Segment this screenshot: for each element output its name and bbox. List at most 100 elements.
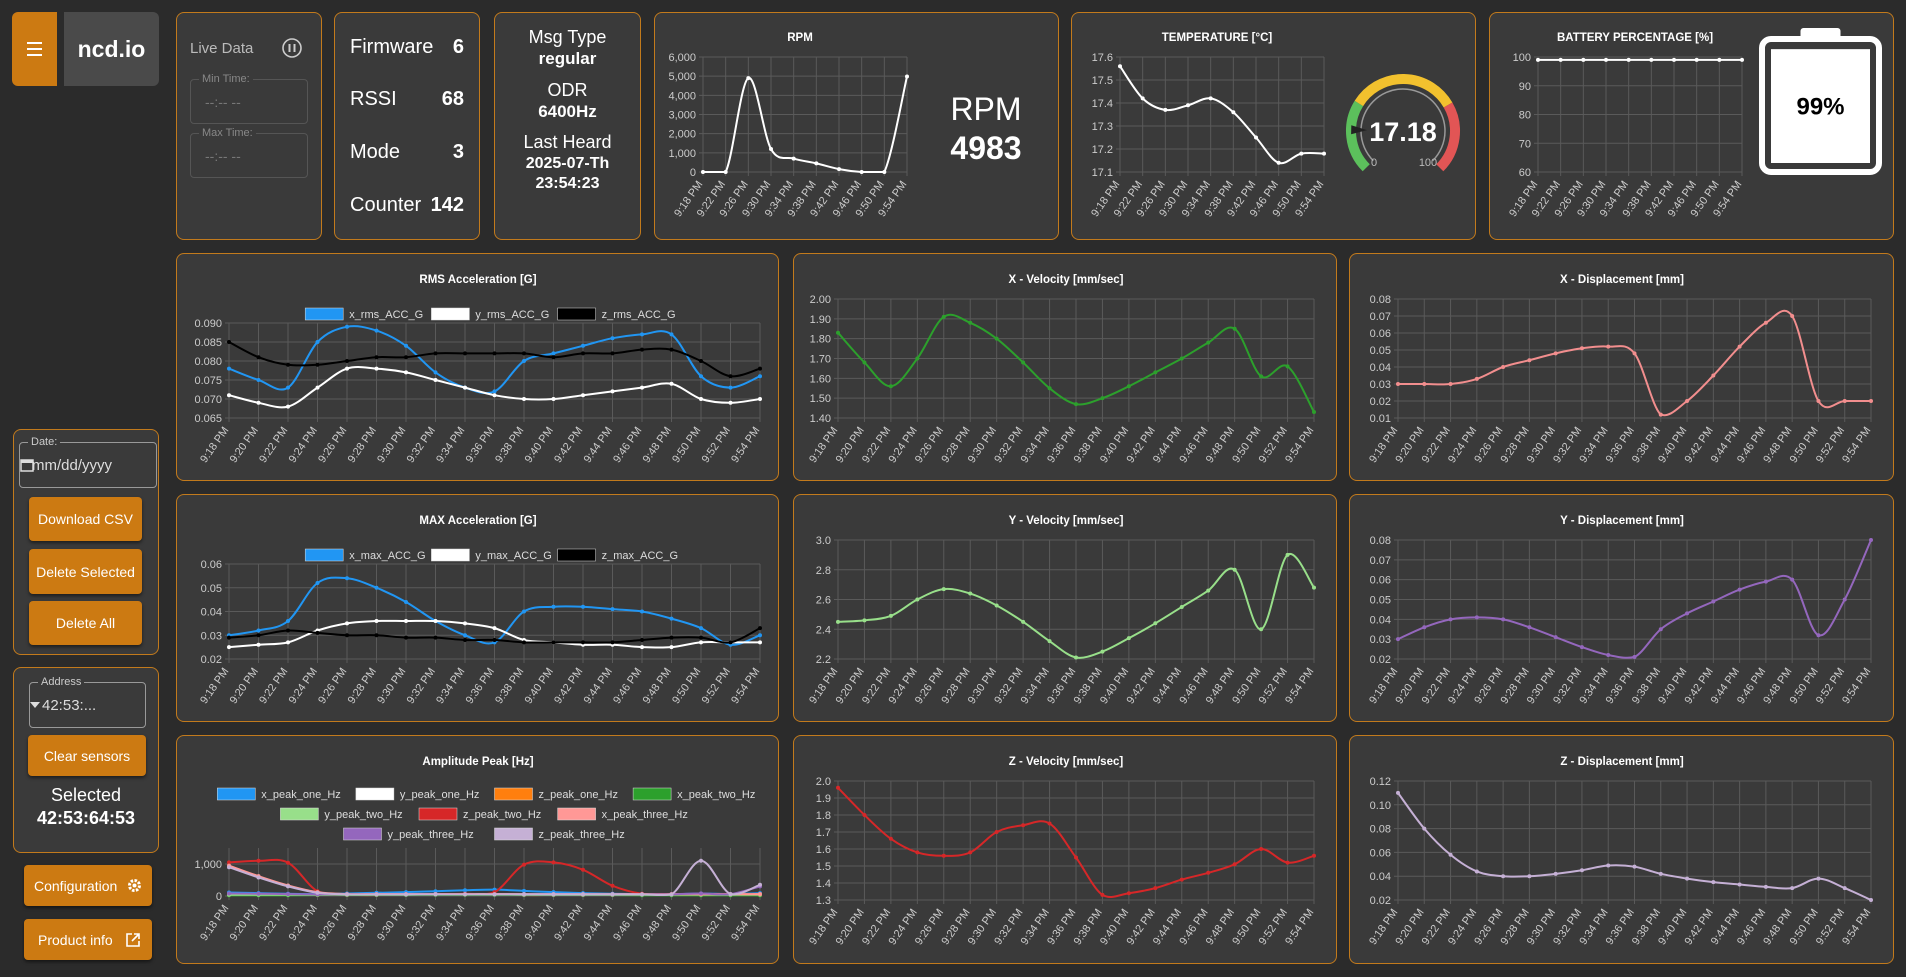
x-tick-label: 9:44 PM <box>582 903 615 943</box>
data-point <box>581 393 585 398</box>
pause-button[interactable] <box>281 37 303 59</box>
y-tick-label: 0.02 <box>1370 396 1391 408</box>
data-point <box>699 635 703 640</box>
y-tick-label: 2.00 <box>810 294 831 306</box>
data-point <box>374 328 379 333</box>
legend-label: y_peak_one_Hz <box>400 789 480 801</box>
x-tick-label: 9:46 PM <box>611 666 644 706</box>
configuration-button[interactable]: Configuration <box>24 865 152 906</box>
message-panel: Msg Type regular ODR 6400Hz Last Heard 2… <box>494 12 641 240</box>
y-tick-label: 0.12 <box>1370 776 1391 788</box>
x-tick-label: 9:48 PM <box>641 666 674 706</box>
data-point <box>1140 96 1145 101</box>
legend-label: z_peak_two_Hz <box>463 809 541 821</box>
data-point <box>1579 868 1584 873</box>
data-point <box>699 397 703 401</box>
chart-title: BATTERY PERCENTAGE [%] <box>1557 32 1713 44</box>
x-tick-label: 9:54 PM <box>729 425 762 465</box>
gauge-pointer <box>1351 125 1368 135</box>
dropdown-arrow <box>30 702 40 708</box>
data-point <box>1763 320 1768 325</box>
x-tick-label: 9:26 PM <box>316 903 349 943</box>
address-panel: Address 42:53:... Clear sensors Selected… <box>13 667 159 853</box>
data-point <box>1259 627 1264 632</box>
data-point <box>1206 870 1211 875</box>
chart-title: Z - Displacement [mm] <box>1560 756 1683 768</box>
clear-sensors-button[interactable]: Clear sensors <box>28 735 146 776</box>
x-tick-label: 9:50 PM <box>670 903 703 943</box>
y-tick-label: 1.40 <box>810 413 831 425</box>
data-point <box>836 330 840 335</box>
data-point <box>551 604 556 609</box>
date-input[interactable]: Date: mm/dd/yyyy <box>19 436 157 488</box>
legend-swatch <box>304 307 344 321</box>
y-tick-label: 1.3 <box>816 895 831 907</box>
legend-label: z_peak_one_Hz <box>539 789 619 801</box>
amplitude-panel: Amplitude Peak [Hz] 0 1,000 9:18 PM 9:20 PM 9… <box>176 735 779 964</box>
data-point <box>941 853 946 858</box>
delete-selected-button[interactable]: Delete Selected <box>29 549 142 594</box>
data-point <box>610 389 615 394</box>
min-time-input[interactable]: Min Time: --:-- -- <box>190 73 308 124</box>
y-tick-label: 5,000 <box>668 71 696 83</box>
delete-all-button[interactable]: Delete All <box>29 601 142 645</box>
x-tick-label: 9:24 PM <box>287 425 320 465</box>
y-tick-label: 0.02 <box>1370 895 1391 907</box>
menu-button[interactable] <box>12 12 57 86</box>
msg-type-label: Msg Type <box>528 27 607 47</box>
data-point <box>433 378 438 382</box>
data-point <box>837 167 841 172</box>
data-point <box>1179 604 1184 609</box>
legend-swatch <box>557 548 596 562</box>
x-tick-label: 9:28 PM <box>346 425 379 465</box>
data-point <box>256 875 261 880</box>
data-point <box>1285 364 1290 369</box>
data-point <box>1126 384 1131 389</box>
date-label: Date: <box>28 436 61 448</box>
legend-label: x_max_ACC_G <box>349 550 425 562</box>
rpm-value: 4983 <box>950 130 1021 166</box>
data-point <box>699 626 703 631</box>
data-point <box>888 384 893 389</box>
product-info-button[interactable]: Product info <box>24 919 152 960</box>
data-point <box>610 640 615 645</box>
data-point <box>1816 633 1821 638</box>
address-select[interactable]: Address 42:53:... <box>29 676 146 728</box>
data-point <box>522 359 526 363</box>
data-point <box>859 170 864 174</box>
data-point <box>994 336 999 341</box>
data-point <box>1153 621 1158 626</box>
data-point <box>699 374 703 379</box>
data-point <box>758 374 762 379</box>
data-point <box>1396 637 1400 642</box>
max-time-label: Max Time: <box>199 127 256 139</box>
data-point <box>1396 790 1400 795</box>
x-tick-label: 9:20 PM <box>228 903 261 943</box>
data-point <box>1179 877 1184 882</box>
legend-swatch <box>280 807 319 821</box>
download-csv-button[interactable]: Download CSV <box>29 497 142 541</box>
data-point <box>581 604 585 609</box>
data-point <box>1448 617 1453 622</box>
y-tick-label: 0.01 <box>1370 413 1391 425</box>
data-point <box>492 892 497 897</box>
max-time-input[interactable]: Max Time: --:-- -- <box>190 127 308 178</box>
data-point <box>345 359 349 363</box>
data-point <box>1658 412 1663 417</box>
data-point <box>315 890 320 895</box>
chart-title: TEMPERATURE [°C] <box>1162 32 1273 44</box>
x-velocity-chart: X - Velocity [mm/sec] 1.40 1.50 1.60 1.70 1.8… <box>807 274 1316 465</box>
data-point <box>1299 151 1304 156</box>
data-point <box>610 892 615 897</box>
data-point <box>1737 344 1742 349</box>
data-point <box>1186 103 1190 108</box>
odr-label: ODR <box>547 80 588 100</box>
battery-body <box>1759 36 1882 175</box>
y-tick-label: 0.090 <box>194 318 222 330</box>
y-tick-label: 4,000 <box>668 90 696 102</box>
legend-swatch <box>557 807 596 821</box>
y-tick-label: 1,000 <box>668 148 696 160</box>
data-point <box>699 359 703 363</box>
